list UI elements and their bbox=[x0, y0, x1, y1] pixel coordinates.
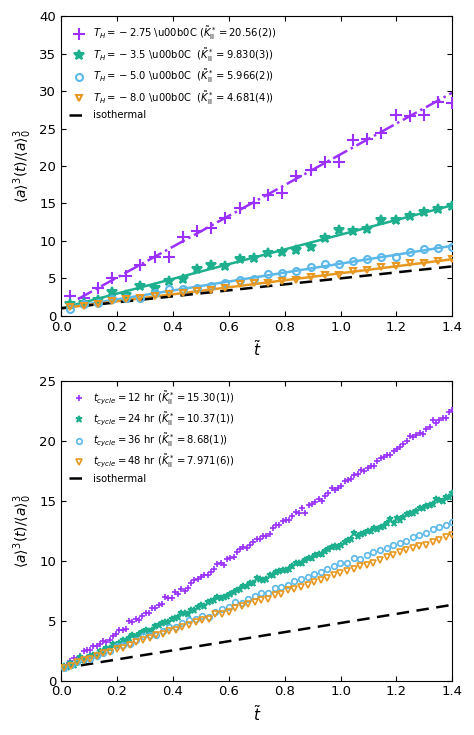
Legend: $t_{cycle} = 12$ hr ($\tilde{K}^*_{\mathrm{II}} = 15.30(1)$), $t_{cycle} = 24$ h: $t_{cycle} = 12$ hr ($\tilde{K}^*_{\math… bbox=[66, 386, 237, 487]
Legend: $T_H = -2.75$ \u00b0C ($\tilde{K}^*_{\mathrm{II}} = 20.56(2)$), $T_H = -3.5$ \u0: $T_H = -2.75$ \u00b0C ($\tilde{K}^*_{\ma… bbox=[66, 21, 280, 123]
Y-axis label: $\langle a\rangle^3(t)/\langle a\rangle_0^3$: $\langle a\rangle^3(t)/\langle a\rangle_… bbox=[11, 494, 34, 567]
X-axis label: $\tilde{t}$: $\tilde{t}$ bbox=[253, 704, 261, 724]
X-axis label: $\tilde{t}$: $\tilde{t}$ bbox=[253, 340, 261, 359]
Y-axis label: $\langle a\rangle^3(t)/\langle a\rangle_0^3$: $\langle a\rangle^3(t)/\langle a\rangle_… bbox=[11, 129, 34, 203]
